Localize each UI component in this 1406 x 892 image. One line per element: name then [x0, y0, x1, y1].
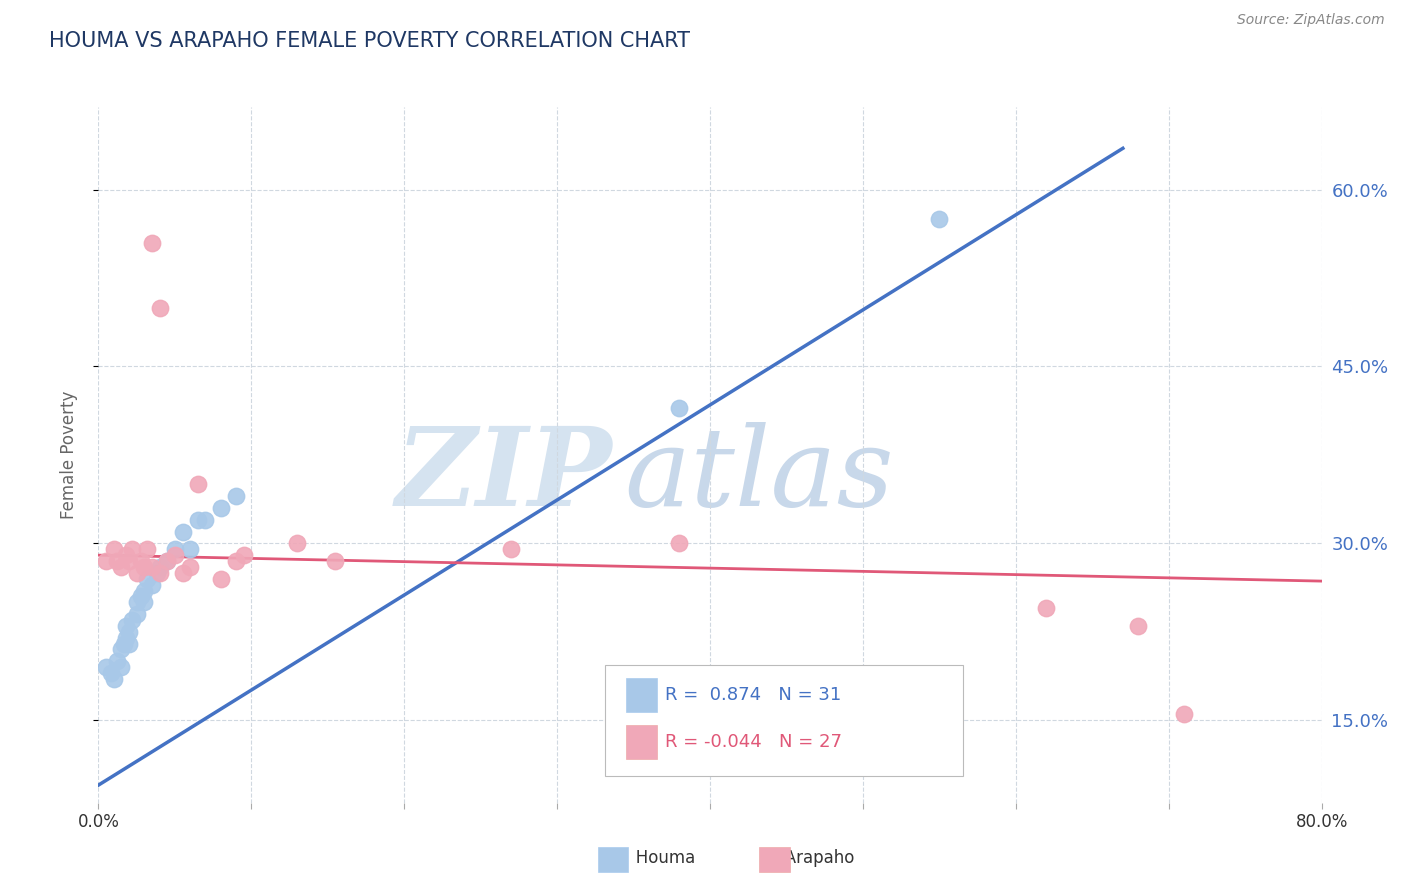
Point	[149, 301, 172, 315]
Point	[1128, 619, 1150, 633]
Point	[163, 542, 186, 557]
Point	[145, 566, 167, 580]
Point	[118, 637, 141, 651]
Point	[179, 542, 201, 557]
Y-axis label: Female Poverty: Female Poverty	[59, 391, 77, 519]
Point	[129, 590, 152, 604]
Point	[103, 542, 125, 557]
Point	[118, 554, 141, 568]
Text: atlas: atlas	[624, 422, 894, 530]
Point	[194, 513, 217, 527]
Point	[172, 524, 194, 539]
Point	[112, 637, 135, 651]
Point	[125, 607, 148, 621]
Point	[134, 595, 156, 609]
Point	[141, 235, 163, 250]
Text: HOUMA VS ARAPAHO FEMALE POVERTY CORRELATION CHART: HOUMA VS ARAPAHO FEMALE POVERTY CORRELAT…	[49, 31, 690, 51]
Point	[134, 583, 156, 598]
Point	[209, 500, 232, 515]
Point	[94, 554, 117, 568]
Point	[136, 542, 159, 557]
Point	[129, 554, 152, 568]
Point	[105, 654, 128, 668]
Text: Arapaho: Arapaho	[748, 849, 855, 867]
Point	[118, 624, 141, 639]
Point	[668, 536, 690, 550]
Point	[121, 542, 143, 557]
Point	[115, 548, 138, 562]
Point	[225, 489, 247, 503]
Point	[325, 554, 347, 568]
Point	[232, 548, 254, 562]
Point	[187, 513, 209, 527]
Point	[501, 542, 523, 557]
Point	[149, 560, 172, 574]
Point	[187, 477, 209, 491]
Point	[156, 554, 179, 568]
Point	[141, 560, 163, 574]
Point	[136, 572, 159, 586]
Point	[668, 401, 690, 415]
Point	[163, 548, 186, 562]
Text: R =  0.874   N = 31: R = 0.874 N = 31	[665, 686, 841, 704]
Point	[110, 560, 132, 574]
Point	[928, 212, 950, 227]
Point	[103, 672, 125, 686]
Point	[172, 566, 194, 580]
Point	[1173, 707, 1195, 722]
Text: ZIP: ZIP	[395, 422, 612, 530]
Point	[134, 560, 156, 574]
Text: Source: ZipAtlas.com: Source: ZipAtlas.com	[1237, 13, 1385, 28]
Point	[179, 560, 201, 574]
Point	[1035, 601, 1057, 615]
Point	[115, 619, 138, 633]
Point	[115, 631, 138, 645]
Point	[110, 660, 132, 674]
Point	[105, 554, 128, 568]
Point	[121, 613, 143, 627]
Point	[141, 577, 163, 591]
Point	[100, 666, 122, 681]
Point	[125, 595, 148, 609]
Point	[94, 660, 117, 674]
Text: Houma: Houma	[599, 849, 695, 867]
Point	[125, 566, 148, 580]
Point	[149, 566, 172, 580]
Text: R = -0.044   N = 27: R = -0.044 N = 27	[665, 733, 842, 751]
Point	[110, 642, 132, 657]
Point	[285, 536, 308, 550]
Point	[225, 554, 247, 568]
Point	[209, 572, 232, 586]
Point	[156, 554, 179, 568]
